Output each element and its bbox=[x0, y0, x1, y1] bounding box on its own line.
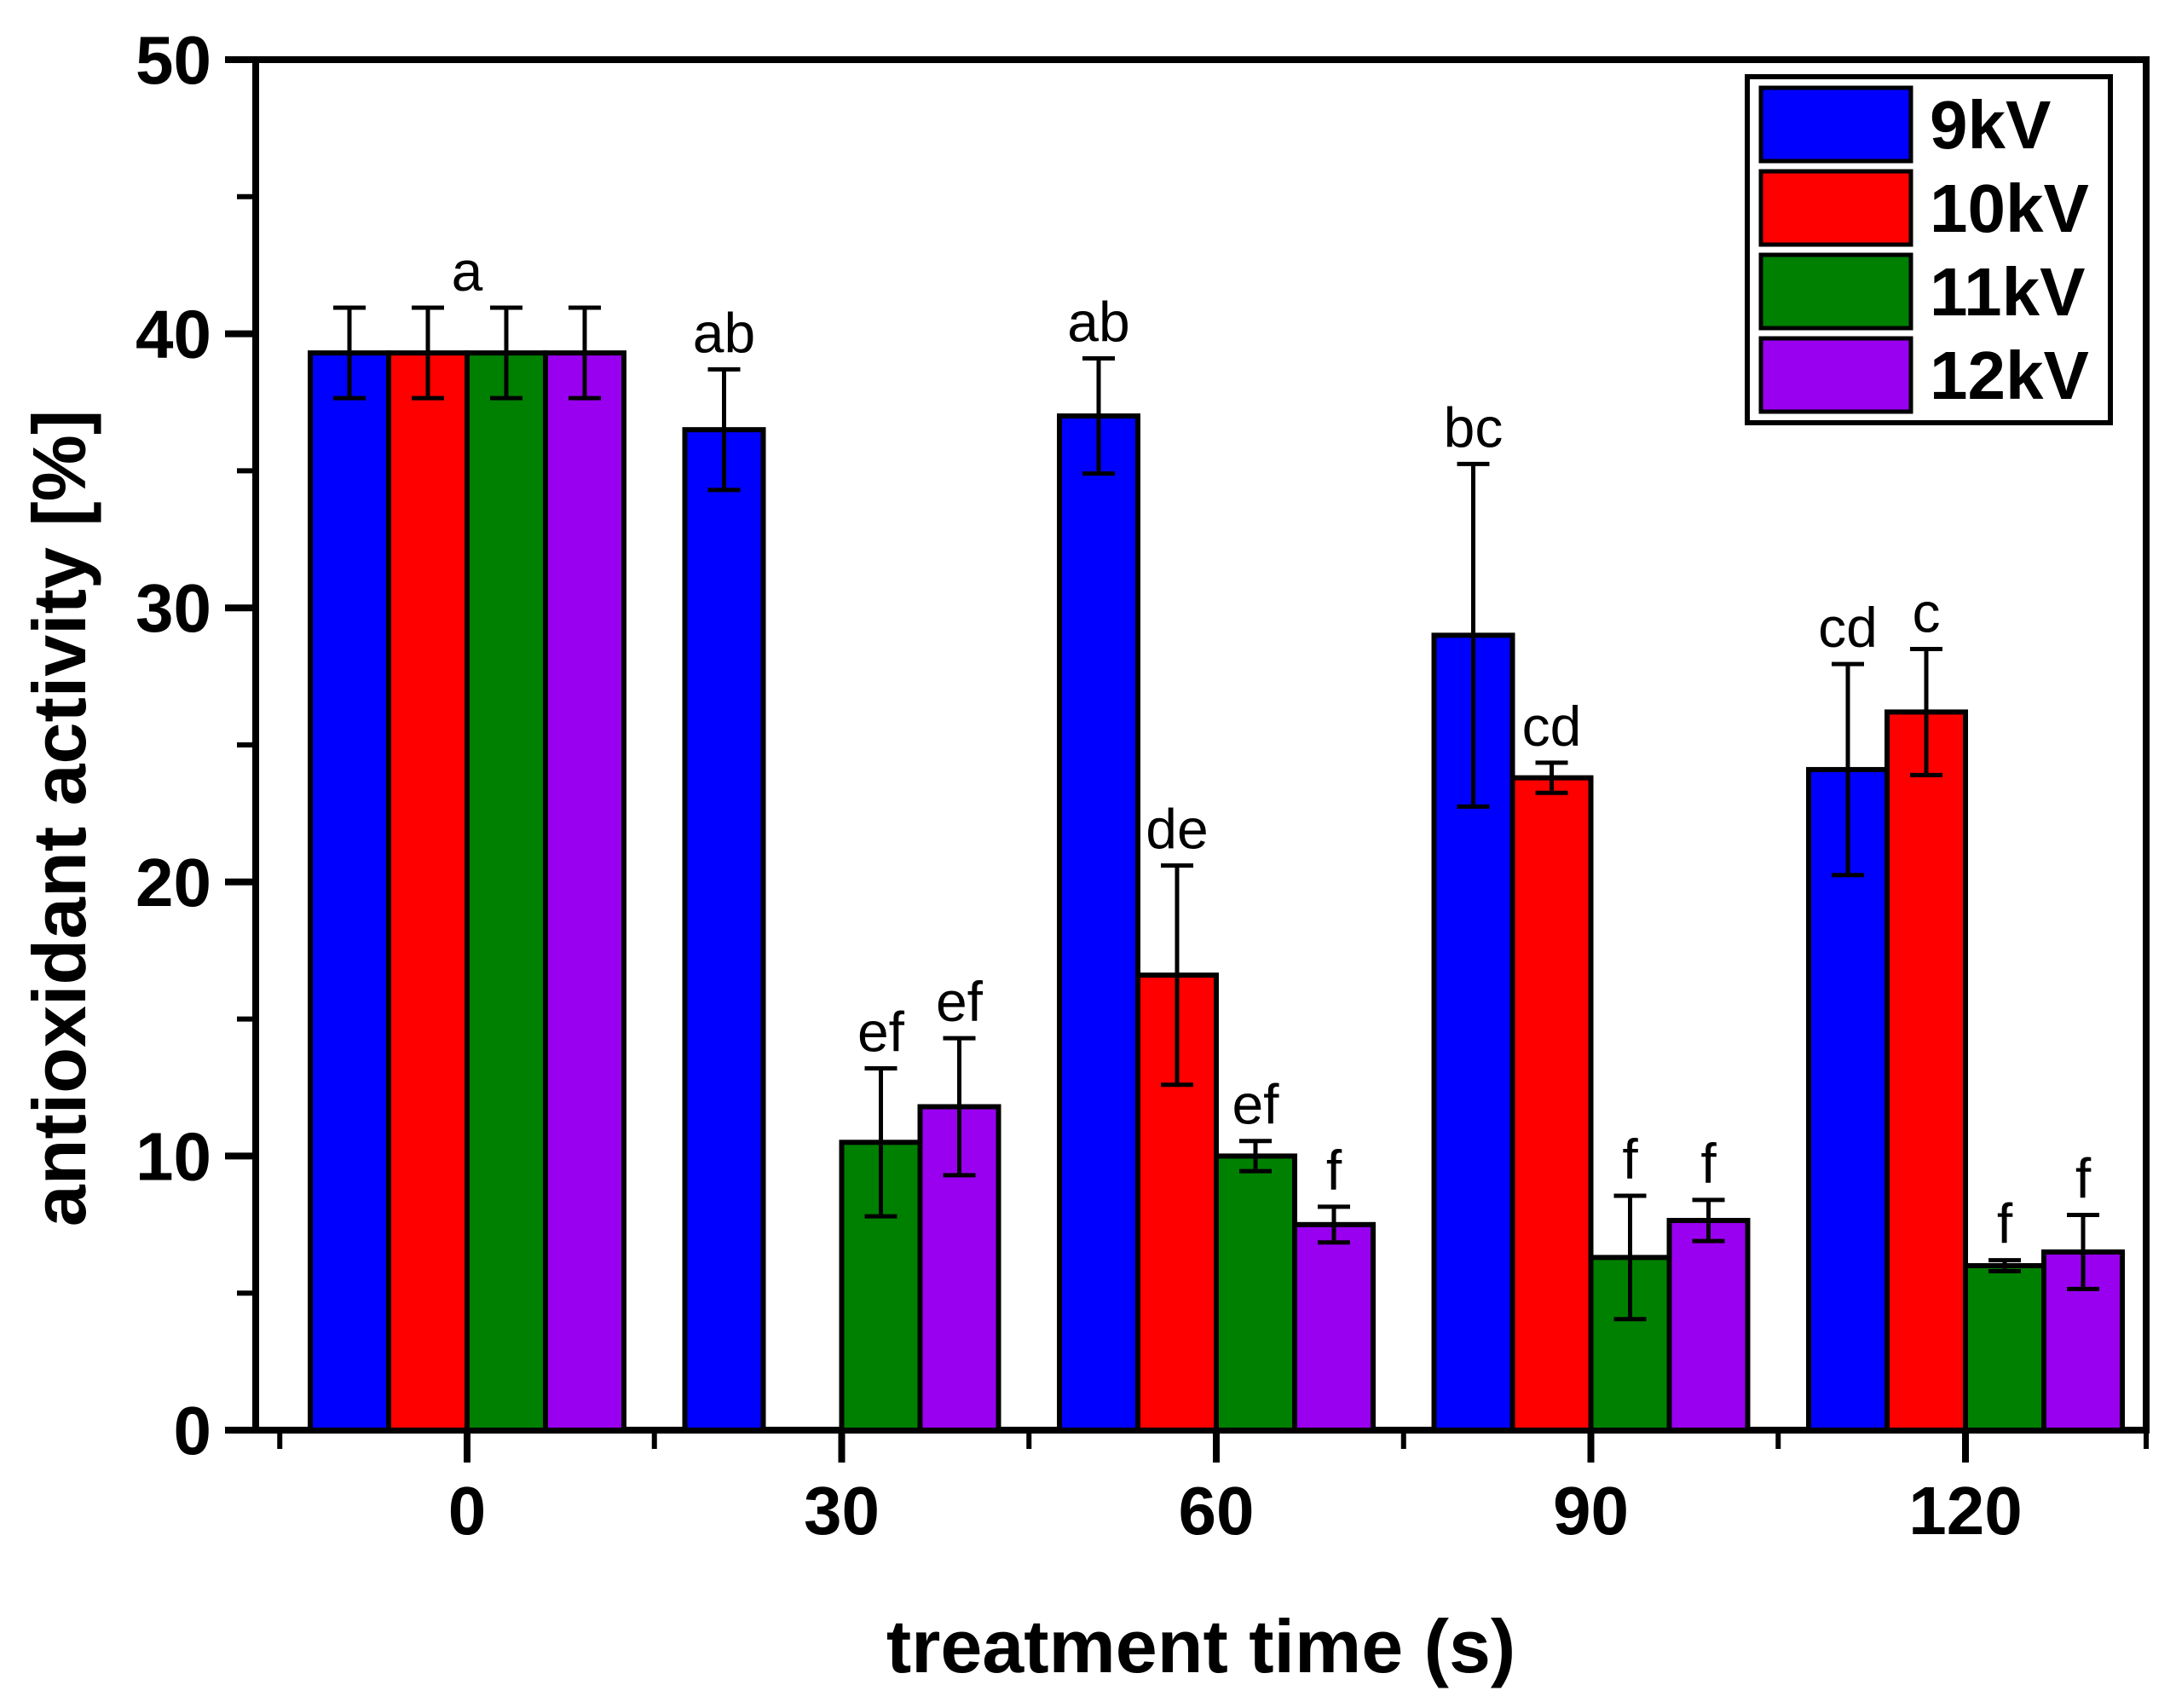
bar-12kV-t60 bbox=[1292, 1221, 1376, 1434]
bar-12kV-t90 bbox=[1666, 1217, 1751, 1433]
y-axis-title: antioxidant activity [%] bbox=[17, 410, 101, 1226]
legend-swatch-10kV bbox=[1758, 169, 1913, 247]
legend-label-11kV: 11kV bbox=[1930, 254, 2085, 330]
x-axis-title: treatment time (s) bbox=[886, 1604, 1515, 1688]
sig-letter-9kV-t120: cd bbox=[1818, 596, 1878, 659]
error-bar-11kV-t90 bbox=[1613, 1193, 1647, 1322]
sig-letter-12kV-t30: ef bbox=[936, 970, 984, 1033]
error-bar-9kV-t120 bbox=[1832, 661, 1864, 878]
error-bar-10kV-t120 bbox=[1910, 646, 1942, 777]
error-bar-9kV-t90 bbox=[1457, 461, 1490, 809]
legend-label-10kV: 10kV bbox=[1930, 170, 2089, 246]
sig-letter-10kV-t60: de bbox=[1146, 798, 1208, 861]
x-tick-label-120: 120 bbox=[1908, 1473, 2022, 1549]
bar-9kV-t0 bbox=[308, 350, 391, 1433]
sig-letter-11kV-t90: f bbox=[1622, 1128, 1638, 1191]
sig-letter-9kV-t30: ab bbox=[693, 301, 755, 364]
bar-10kV-t120 bbox=[1885, 709, 1968, 1433]
y-tick-label-30: 30 bbox=[136, 570, 211, 646]
sig-letter-9kV-t60: ab bbox=[1067, 291, 1129, 354]
bar-9kV-t60 bbox=[1057, 413, 1140, 1434]
y-tick-label-50: 50 bbox=[136, 22, 211, 98]
bar-9kV-t120 bbox=[1806, 766, 1890, 1433]
bar-10kV-t0 bbox=[386, 350, 470, 1433]
error-bar-10kV-t60 bbox=[1161, 863, 1193, 1088]
sig-letter-12kV-t120: f bbox=[2075, 1147, 2092, 1210]
legend-label-9kV: 9kV bbox=[1930, 87, 2051, 163]
error-bar-12kV-t90 bbox=[1692, 1197, 1725, 1243]
x-tick-label-0: 0 bbox=[448, 1473, 487, 1549]
legend-swatch-9kV bbox=[1758, 85, 1913, 164]
error-bar-9kV-t30 bbox=[707, 366, 741, 493]
error-bar-11kV-t30 bbox=[864, 1065, 898, 1219]
sig-letter-11kV-t120: f bbox=[1997, 1192, 2013, 1255]
legend-swatch-12kV bbox=[1758, 336, 1913, 414]
sig-letter-11kV-t60: ef bbox=[1232, 1073, 1279, 1136]
x-tick-label-30: 30 bbox=[804, 1473, 880, 1549]
error-bar-12kV-t120 bbox=[2067, 1213, 2099, 1291]
bar-9kV-t30 bbox=[682, 427, 766, 1433]
sig-letter-12kV-t60: f bbox=[1326, 1139, 1342, 1202]
legend-swatch-11kV bbox=[1758, 252, 1913, 331]
error-bar-11kV-t0 bbox=[490, 305, 522, 401]
error-bar-12kV-t0 bbox=[569, 305, 601, 401]
bar-11kV-t0 bbox=[465, 350, 548, 1433]
error-bar-10kV-t0 bbox=[412, 305, 444, 401]
bars-layer bbox=[308, 305, 2125, 1434]
legend-label-12kV: 12kV bbox=[1930, 338, 2089, 413]
error-bar-11kV-t120 bbox=[1988, 1258, 2021, 1273]
bar-10kV-t90 bbox=[1509, 775, 1594, 1433]
bar-11kV-t60 bbox=[1214, 1153, 1297, 1434]
sig-letter-10kV-t120: c bbox=[1913, 580, 1941, 643]
bar-12kV-t0 bbox=[543, 350, 626, 1433]
y-tick-label-20: 20 bbox=[136, 845, 211, 920]
x-tick-label-90: 90 bbox=[1553, 1473, 1629, 1549]
sig-letter-10kV-t90: cd bbox=[1522, 695, 1582, 758]
error-bar-11kV-t60 bbox=[1239, 1139, 1272, 1174]
x-tick-label-60: 60 bbox=[1179, 1473, 1255, 1549]
sig-letter-11kV-t30: ef bbox=[857, 1000, 905, 1063]
error-bar-9kV-t0 bbox=[333, 305, 366, 401]
y-tick-label-10: 10 bbox=[136, 1118, 211, 1194]
bar-11kV-t120 bbox=[1963, 1263, 2046, 1434]
y-tick-label-40: 40 bbox=[136, 297, 211, 372]
error-bar-9kV-t60 bbox=[1082, 356, 1115, 476]
error-bar-10kV-t90 bbox=[1535, 760, 1568, 795]
sig-letter-12kV-t90: f bbox=[1700, 1132, 1717, 1195]
sig-letter-group-t0: a bbox=[452, 239, 483, 303]
error-bar-12kV-t30 bbox=[943, 1036, 976, 1178]
y-tick-label-0: 0 bbox=[174, 1393, 212, 1469]
sig-letter-9kV-t90: bc bbox=[1444, 395, 1504, 459]
error-bar-12kV-t60 bbox=[1318, 1204, 1350, 1245]
